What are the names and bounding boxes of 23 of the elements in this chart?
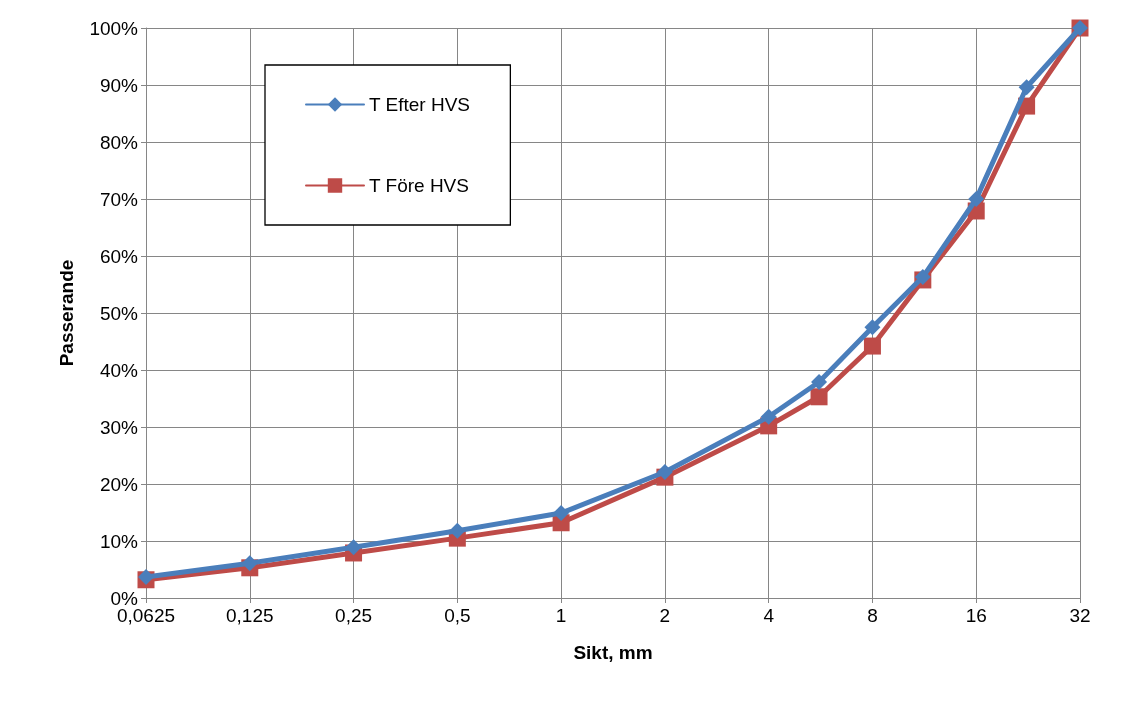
y-tick-label: 90%	[99, 74, 139, 96]
x-tick-label: 0,125	[226, 605, 274, 626]
y-tick-label: 10%	[99, 530, 139, 552]
y-tick-label: 30%	[99, 416, 139, 438]
legend-label: T Efter HVS	[369, 94, 471, 115]
y-axis-title: Passerande	[56, 259, 77, 367]
y-tick-label: 60%	[99, 245, 139, 267]
y-tick-label: 40%	[99, 359, 139, 381]
y-tick-label: 50%	[99, 302, 139, 324]
x-tick-label: 1	[555, 605, 567, 626]
x-tick-label: 4	[763, 605, 775, 626]
x-axis-title: Sikt, mm	[573, 642, 653, 663]
x-tick-label: 0,25	[335, 605, 373, 626]
y-tick-label: 100%	[89, 17, 139, 39]
x-tick-label: 0,5	[444, 605, 471, 626]
legend-label: T Före HVS	[369, 175, 469, 196]
x-tick-label: 16	[965, 605, 987, 626]
y-tick-label: 20%	[99, 473, 139, 495]
x-tick-label: 8	[867, 605, 878, 626]
x-tick-label: 32	[1069, 605, 1091, 626]
y-tick-label: 70%	[99, 188, 139, 210]
y-tick-label: 80%	[99, 131, 139, 153]
x-tick-label: 2	[659, 605, 671, 626]
